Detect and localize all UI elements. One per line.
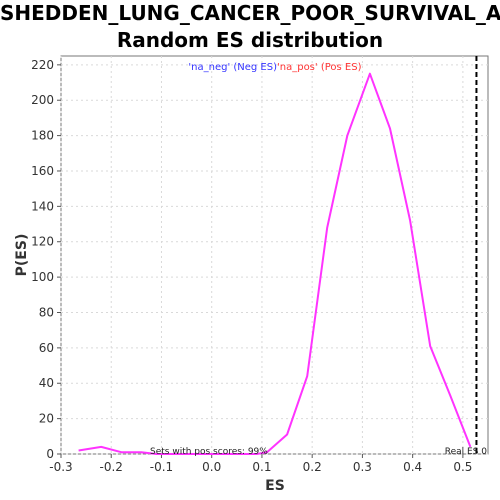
series-line [78, 72, 472, 455]
x-axis-label: ES [265, 478, 285, 494]
y-tick-label: 40 [39, 376, 54, 390]
legend-neg-label: 'na_neg' (Neg ES) [188, 62, 277, 73]
x-tick-label: 0.3 [353, 460, 372, 474]
y-axis-label: P(ES) [14, 234, 30, 277]
y-tick-label: 220 [31, 58, 54, 72]
x-tick-label: 0.4 [403, 460, 422, 474]
real-es-label: Real ES 0 [445, 447, 488, 457]
x-tick-label: 0.0 [202, 460, 221, 474]
y-tick-label: 180 [31, 129, 54, 143]
legend-pos-label: 'na_pos' (Pos ES) [277, 62, 362, 73]
chart-title-line-2: Random ES distribution [116, 28, 384, 52]
pos-scores-annotation: Sets with pos scores: 99% [150, 447, 268, 457]
x-tick-label: 0.2 [303, 460, 322, 474]
plot-background [60, 55, 489, 455]
series-lines [78, 72, 472, 455]
chart-title-line-1: SHEDDEN_LUNG_CANCER_POOR_SURVIVAL_A6: [0, 1, 500, 25]
chart-title: SHEDDEN_LUNG_CANCER_POOR_SURVIVAL_A6: Ra… [0, 0, 500, 54]
y-tick-label: 100 [31, 270, 54, 284]
y-tick-label: 140 [31, 199, 54, 213]
grid [60, 56, 488, 455]
y-tick-label: 20 [39, 412, 54, 426]
ticks: 0 20 40 60 80 100 120 140 160 180 200 220 -0.3 -0.2 -0… [31, 58, 472, 474]
x-tick-label: 0.1 [252, 460, 271, 474]
y-tick-label: 80 [39, 305, 54, 319]
y-tick-label: 60 [39, 341, 54, 355]
y-tick-label: 120 [31, 235, 54, 249]
y-tick-label: 160 [31, 164, 54, 178]
x-tick-label: -0.1 [150, 460, 173, 474]
x-tick-label: 0.5 [453, 460, 472, 474]
y-tick-label: 200 [31, 93, 54, 107]
y-tick-label: 0 [46, 447, 54, 461]
x-tick-label: -0.3 [49, 460, 72, 474]
x-tick-label: -0.2 [100, 460, 123, 474]
